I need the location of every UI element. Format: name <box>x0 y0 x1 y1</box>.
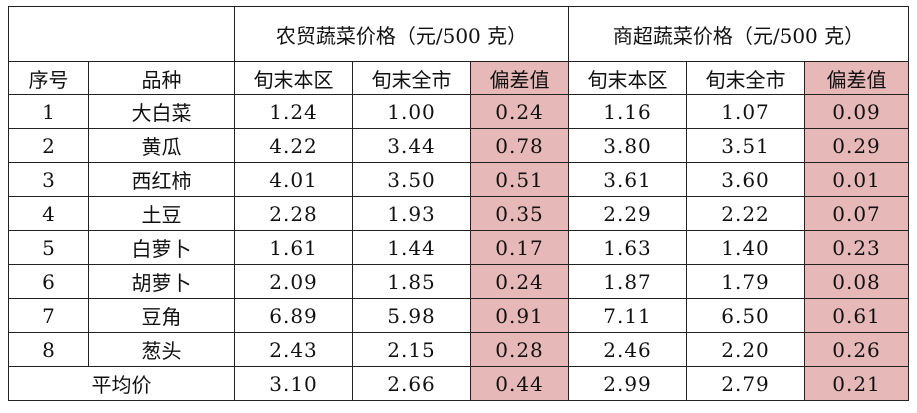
super-deviation-cell: 0.61 <box>804 298 909 333</box>
farm-market-price-header: 农贸蔬菜价格（元/500 克） <box>234 6 569 62</box>
farm-deviation-cell: 0.28 <box>470 332 569 367</box>
header-corner-cell <box>8 6 235 62</box>
average-farm-city: 2.66 <box>352 366 471 401</box>
super-district-cell: 3.80 <box>568 128 687 163</box>
farm-district-cell: 2.43 <box>234 332 353 367</box>
variety-cell: 白萝卜 <box>88 230 235 265</box>
table-row: 5 白萝卜 1.61 1.44 0.17 1.63 1.40 0.23 <box>8 230 909 265</box>
farm-district-cell: 1.61 <box>234 230 353 265</box>
farm-city-cell: 1.44 <box>352 230 471 265</box>
super-deviation-cell: 0.26 <box>804 332 909 367</box>
table-row: 1 大白菜 1.24 1.00 0.24 1.16 1.07 0.09 <box>8 94 909 129</box>
farm-city-cell: 2.15 <box>352 332 471 367</box>
super-city-cell: 1.79 <box>686 264 805 299</box>
farm-city-cell: 1.93 <box>352 196 471 231</box>
farm-district-cell: 1.24 <box>234 94 353 129</box>
farm-deviation-cell: 0.35 <box>470 196 569 231</box>
index-cell: 5 <box>8 230 89 265</box>
super-city-cell: 1.40 <box>686 230 805 265</box>
farm-district-cell: 4.01 <box>234 162 353 197</box>
index-cell: 4 <box>8 196 89 231</box>
super-district-cell: 2.29 <box>568 196 687 231</box>
index-cell: 1 <box>8 94 89 129</box>
supermarket-price-header: 商超蔬菜价格（元/500 克） <box>568 6 909 62</box>
table-row: 3 西红柿 4.01 3.50 0.51 3.61 3.60 0.01 <box>8 162 909 197</box>
farm-district-cell: 6.89 <box>234 298 353 333</box>
average-super-deviation: 0.21 <box>804 366 909 401</box>
super-city-cell: 1.07 <box>686 94 805 129</box>
super-deviation-cell: 0.01 <box>804 162 909 197</box>
farm-district-cell: 2.09 <box>234 264 353 299</box>
farm-city-cell: 3.50 <box>352 162 471 197</box>
super-city-cell: 3.60 <box>686 162 805 197</box>
super-city-cell: 2.22 <box>686 196 805 231</box>
super-district-cell: 1.63 <box>568 230 687 265</box>
super-deviation-cell: 0.07 <box>804 196 909 231</box>
variety-cell: 土豆 <box>88 196 235 231</box>
average-super-city: 2.79 <box>686 366 805 401</box>
farm-city-cell: 3.44 <box>352 128 471 163</box>
farm-district-header: 旬末本区 <box>234 61 353 95</box>
index-cell: 8 <box>8 332 89 367</box>
super-deviation-cell: 0.29 <box>804 128 909 163</box>
super-district-cell: 3.61 <box>568 162 687 197</box>
sub-header-row: 序号 品种 旬末本区 旬末全市 偏差值 旬末本区 旬末全市 偏差值 <box>8 61 909 95</box>
farm-city-cell: 5.98 <box>352 298 471 333</box>
average-label: 平均价 <box>8 366 235 401</box>
farm-deviation-cell: 0.24 <box>470 264 569 299</box>
table-row: 4 土豆 2.28 1.93 0.35 2.29 2.22 0.07 <box>8 196 909 231</box>
farm-district-cell: 2.28 <box>234 196 353 231</box>
average-farm-district: 3.10 <box>234 366 353 401</box>
super-deviation-cell: 0.08 <box>804 264 909 299</box>
super-deviation-cell: 0.09 <box>804 94 909 129</box>
super-city-cell: 2.20 <box>686 332 805 367</box>
average-super-district: 2.99 <box>568 366 687 401</box>
super-city-header: 旬末全市 <box>686 61 805 95</box>
average-row: 平均价 3.10 2.66 0.44 2.99 2.79 0.21 <box>8 366 909 401</box>
variety-cell: 豆角 <box>88 298 235 333</box>
farm-deviation-cell: 0.17 <box>470 230 569 265</box>
index-cell: 2 <box>8 128 89 163</box>
variety-cell: 葱头 <box>88 332 235 367</box>
farm-district-cell: 4.22 <box>234 128 353 163</box>
index-cell: 6 <box>8 264 89 299</box>
farm-deviation-cell: 0.78 <box>470 128 569 163</box>
variety-header: 品种 <box>88 61 235 95</box>
variety-cell: 西红柿 <box>88 162 235 197</box>
farm-deviation-cell: 0.51 <box>470 162 569 197</box>
farm-city-cell: 1.00 <box>352 94 471 129</box>
variety-cell: 大白菜 <box>88 94 235 129</box>
table-row: 7 豆角 6.89 5.98 0.91 7.11 6.50 0.61 <box>8 298 909 333</box>
super-district-cell: 2.46 <box>568 332 687 367</box>
variety-cell: 黄瓜 <box>88 128 235 163</box>
super-district-cell: 7.11 <box>568 298 687 333</box>
table-row: 8 葱头 2.43 2.15 0.28 2.46 2.20 0.26 <box>8 332 909 367</box>
index-cell: 3 <box>8 162 89 197</box>
group-header-row: 农贸蔬菜价格（元/500 克） 商超蔬菜价格（元/500 克） <box>8 6 909 62</box>
super-district-cell: 1.16 <box>568 94 687 129</box>
farm-deviation-cell: 0.24 <box>470 94 569 129</box>
farm-deviation-cell: 0.91 <box>470 298 569 333</box>
super-district-cell: 1.87 <box>568 264 687 299</box>
super-deviation-cell: 0.23 <box>804 230 909 265</box>
index-cell: 7 <box>8 298 89 333</box>
super-deviation-header: 偏差值 <box>804 61 909 95</box>
index-header: 序号 <box>8 61 89 95</box>
variety-cell: 胡萝卜 <box>88 264 235 299</box>
vegetable-price-table: 农贸蔬菜价格（元/500 克） 商超蔬菜价格（元/500 克） 序号 品种 旬末… <box>8 6 909 401</box>
super-district-header: 旬末本区 <box>568 61 687 95</box>
table-row: 2 黄瓜 4.22 3.44 0.78 3.80 3.51 0.29 <box>8 128 909 163</box>
average-farm-deviation: 0.44 <box>470 366 569 401</box>
farm-city-cell: 1.85 <box>352 264 471 299</box>
super-city-cell: 6.50 <box>686 298 805 333</box>
super-city-cell: 3.51 <box>686 128 805 163</box>
farm-deviation-header: 偏差值 <box>470 61 569 95</box>
table-body: 1 大白菜 1.24 1.00 0.24 1.16 1.07 0.09 2 黄瓜 4.22 3.44 0… <box>8 94 909 367</box>
farm-city-header: 旬末全市 <box>352 61 471 95</box>
table-row: 6 胡萝卜 2.09 1.85 0.24 1.87 1.79 0.08 <box>8 264 909 299</box>
